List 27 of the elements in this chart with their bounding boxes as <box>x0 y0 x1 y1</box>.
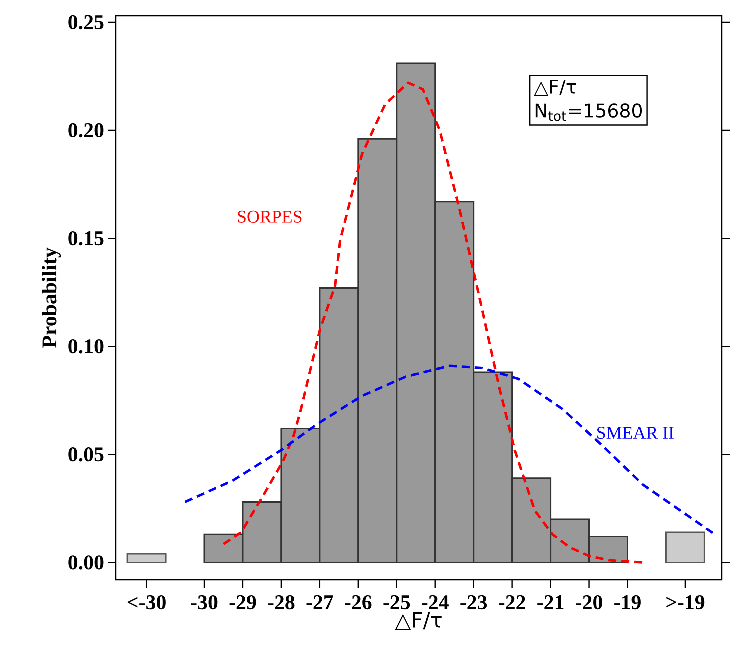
x-tick-label: -22 <box>499 596 526 610</box>
x-tick-label: >-19 <box>666 596 705 610</box>
text: SORPES <box>238 210 302 223</box>
x-tick-label: <-30 <box>128 596 166 610</box>
annotation: △F/τ <box>534 80 576 96</box>
x-tick-label: -27 <box>306 596 334 610</box>
x-tick-label: -29 <box>230 596 256 610</box>
series-label: SMEAR II <box>598 427 674 440</box>
y-axis-title: Probability <box>42 248 62 348</box>
line-series <box>184 364 716 536</box>
y-tick-label: 0.00 <box>68 556 104 570</box>
x-tick-label: -21 <box>538 596 564 610</box>
x-tick-label: -23 <box>460 596 488 610</box>
x-tick-label: -30 <box>191 596 218 610</box>
x-axis-title: △F/τ <box>395 612 442 630</box>
y-tick-label: 0.20 <box>68 123 104 138</box>
x-tick-label: -26 <box>345 596 372 610</box>
x-tick-label: -28 <box>268 596 295 610</box>
x-tick-label: -20 <box>576 596 602 610</box>
y-tick-label: 0.15 <box>68 231 104 246</box>
x-tick-label: -24 <box>422 596 449 610</box>
y-tick-label: 0.25 <box>68 15 104 30</box>
y-tick-label: 0.10 <box>68 340 104 354</box>
y-tick-label: 0.05 <box>68 448 104 462</box>
x-tick-label: -19 <box>614 596 641 610</box>
annotation: N$_{tot}$=15680 <box>536 104 642 122</box>
x-tick-label: -25 <box>384 596 410 610</box>
